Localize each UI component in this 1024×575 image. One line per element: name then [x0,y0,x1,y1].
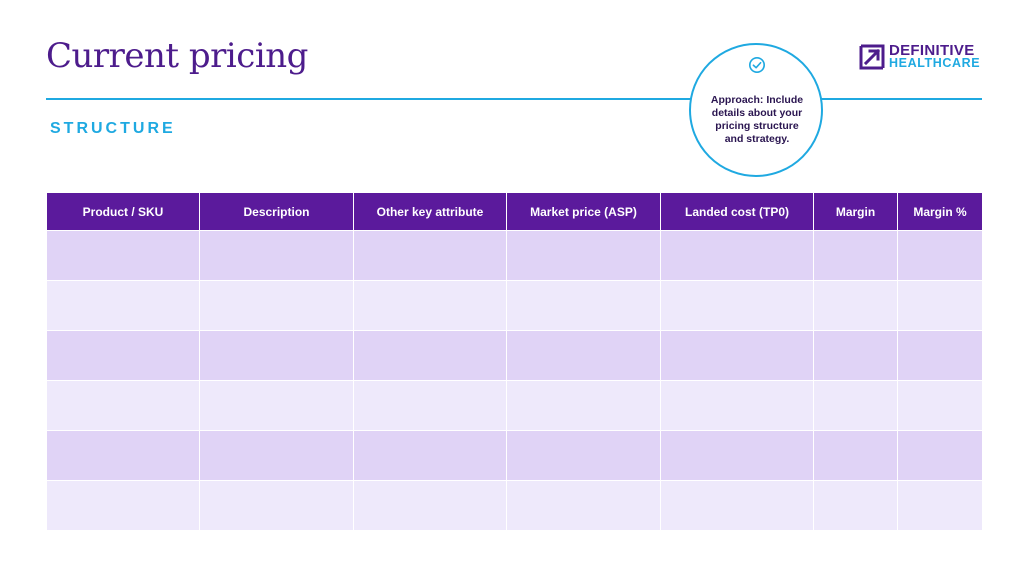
table-cell [199,380,354,431]
table-cell [813,330,898,381]
table-cell [506,330,661,381]
check-circle-icon [748,56,766,74]
company-logo: DEFINITIVE HEALTHCARE [859,42,981,70]
table-cell [46,280,200,331]
table-cell [897,230,983,281]
logo-text-line2: HEALTHCARE [889,56,981,70]
table-cell [46,480,200,531]
table-cell [199,430,354,481]
table-row [46,280,983,331]
table-cell [897,430,983,481]
table-cell [506,280,661,331]
table-cell [660,480,814,531]
table-cell [660,430,814,481]
table-cell [199,330,354,381]
column-header: Margin [813,192,898,231]
column-header: Other key attribute [353,192,507,231]
table-cell [660,380,814,431]
table-cell [813,480,898,531]
table-row [46,380,983,431]
table-cell [353,430,507,481]
page-title: Current pricing [46,36,308,76]
table-row [46,330,983,381]
callout-text: Approach: Include details about your pri… [710,94,804,145]
table-cell [46,380,200,431]
table-cell [46,430,200,481]
table-cell [353,380,507,431]
table-cell [897,480,983,531]
table-cell [660,230,814,281]
table-cell [897,380,983,431]
table-cell [46,230,200,281]
table-cell [199,480,354,531]
table-cell [353,230,507,281]
table-row [46,230,983,281]
column-header: Product / SKU [46,192,200,231]
logo-text-line1: DEFINITIVE [889,42,975,59]
table-cell [506,430,661,481]
table-cell [897,330,983,381]
table-cell [813,380,898,431]
table-cell [46,330,200,381]
table-cell [506,380,661,431]
pricing-table: Product / SKU Description Other key attr… [46,192,983,531]
table-cell [660,330,814,381]
table-cell [199,230,354,281]
table-cell [353,330,507,381]
column-header: Margin % [897,192,983,231]
table-cell [353,280,507,331]
page-subtitle: STRUCTURE [50,120,176,137]
table-cell [813,430,898,481]
column-header: Landed cost (TP0) [660,192,814,231]
table-cell [813,280,898,331]
table-row [46,430,983,481]
approach-callout: Approach: Include details about your pri… [689,43,823,177]
logo-arrow-icon [859,44,885,70]
table-cell [660,280,814,331]
column-header: Description [199,192,354,231]
table-cell [199,280,354,331]
table-row [46,480,983,531]
table-header-row: Product / SKU Description Other key attr… [46,192,983,231]
title-divider [46,98,982,100]
table-cell [897,280,983,331]
table-cell [506,480,661,531]
table-cell [353,480,507,531]
table-cell [813,230,898,281]
table-cell [506,230,661,281]
column-header: Market price (ASP) [506,192,661,231]
